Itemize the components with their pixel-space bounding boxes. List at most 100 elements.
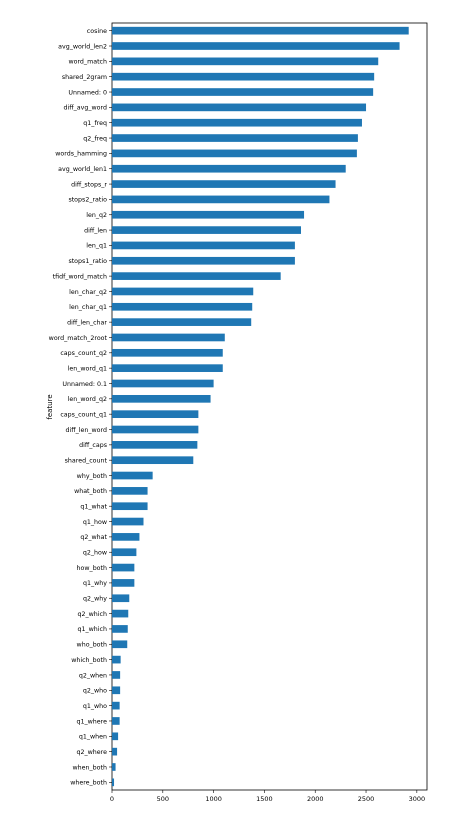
y-tick-label: Unnamed: 0 — [68, 89, 107, 96]
bar-len_q2 — [112, 210, 305, 219]
y-tick-label: what_both — [74, 488, 107, 495]
y-tick-label: len_char_q1 — [69, 304, 107, 311]
bar-when_both — [112, 763, 116, 771]
bar-what_both — [112, 487, 148, 495]
x-tick-label: 2000 — [307, 795, 324, 803]
bar-q2_who — [112, 686, 121, 695]
y-tick-label: which_both — [71, 657, 107, 664]
bar-caps_count_q2 — [112, 348, 223, 357]
y-tick-labels: cosine avg_world_len2 word_match shared_2gr… — [49, 28, 112, 787]
bar-q1_who — [112, 701, 120, 710]
bar-q2_freq — [112, 134, 358, 142]
bar-len_word_q1 — [112, 364, 223, 372]
bar-words_hamming — [112, 149, 357, 158]
bar-q1_freq — [112, 118, 362, 127]
y-tick-label: caps_count_q2 — [60, 350, 107, 357]
y-tick-label: stops2_ratio — [68, 197, 107, 204]
bar-q2_how — [112, 548, 137, 557]
y-tick-label: word_match — [68, 59, 107, 66]
y-tick-label: len_q1 — [86, 243, 107, 250]
bar-Unnamed: 0.1 — [112, 379, 214, 388]
bar-diff_len_char — [112, 318, 252, 326]
bar-diff_stops_r — [112, 180, 336, 188]
bar-q2_what — [112, 533, 140, 541]
bar-who_both — [112, 640, 128, 649]
bar-Unnamed: 0 — [112, 88, 374, 96]
y-tick-label: len_word_q1 — [68, 365, 107, 372]
y-tick-label: q2_how — [83, 550, 107, 557]
bar-how_both — [112, 563, 135, 572]
bar-q1_what — [112, 502, 148, 511]
y-tick-label: q2_why — [83, 596, 107, 603]
y-tick-label: who_both — [77, 642, 107, 649]
bar-word_match — [112, 57, 379, 66]
y-tick-label: when_both — [73, 764, 107, 771]
y-tick-label: len_word_q2 — [68, 396, 107, 403]
y-tick-label: q1_why — [83, 580, 107, 587]
bar-q2_where — [112, 747, 118, 756]
y-tick-label: q1_what — [80, 504, 107, 511]
bar-q2_which — [112, 609, 129, 618]
y-tick-label: stops1_ratio — [68, 258, 107, 265]
bar-q1_why — [112, 579, 135, 587]
y-tick-label: q2_what — [80, 534, 107, 541]
y-tick-label: q1_where — [77, 718, 108, 725]
y-tick-label: how_both — [77, 565, 107, 572]
y-tick-label: avg_world_len1 — [58, 166, 107, 173]
y-tick-label: caps_count_q1 — [60, 411, 107, 418]
bar-avg_world_len2 — [112, 42, 400, 50]
y-tick-label: diff_stops_r — [71, 181, 107, 188]
y-tick-label: q1_how — [83, 519, 107, 526]
bar-stops2_ratio — [112, 195, 330, 204]
bar-avg_world_len1 — [112, 164, 346, 173]
bar-diff_len_word — [112, 425, 199, 434]
bar-q2_when — [112, 671, 121, 679]
bar-stops1_ratio — [112, 256, 295, 265]
y-tick-label: word_match_2root — [49, 335, 108, 342]
bars-group — [112, 26, 409, 787]
y-tick-label: Unnamed: 0.1 — [62, 381, 107, 388]
x-tick-label: 1000 — [205, 795, 222, 803]
bar-where_both — [112, 778, 115, 787]
x-tick-label: 1500 — [256, 795, 273, 803]
y-tick-label: diff_avg_word — [64, 105, 107, 112]
y-tick-label: why_both — [77, 473, 107, 480]
y-tick-label: diff_len — [84, 227, 107, 234]
y-tick-label: diff_len_word — [66, 427, 107, 434]
bar-word_match_2root — [112, 333, 225, 342]
bar-shared_2gram — [112, 72, 375, 81]
bar-cosine — [112, 26, 409, 35]
bar-diff_len — [112, 226, 301, 234]
y-tick-label: q2_freq — [83, 135, 107, 142]
bar-shared_count — [112, 456, 194, 465]
x-tick-label: 2500 — [358, 795, 375, 803]
y-tick-label: shared_count — [65, 457, 108, 464]
bar-diff_caps — [112, 441, 198, 449]
bar-tfidf_word_match — [112, 272, 281, 280]
bar-len_char_q1 — [112, 302, 253, 311]
y-tick-label: where_both — [70, 780, 107, 787]
y-tick-label: diff_len_char — [67, 319, 107, 326]
y-tick-label: q2_where — [77, 749, 108, 756]
y-tick-label: q2_when — [79, 672, 107, 679]
y-tick-label: q2_who — [83, 688, 107, 695]
x-ticks: 0 500 1000 1500 2000 2500 3000 — [110, 790, 425, 803]
bar-len_word_q2 — [112, 394, 211, 403]
y-tick-label: words_hamming — [55, 151, 107, 158]
bar-q1_when — [112, 732, 119, 741]
bar-q1_where — [112, 717, 120, 725]
y-tick-label: q1_freq — [83, 120, 107, 127]
bar-diff_avg_word — [112, 103, 367, 112]
y-tick-label: cosine — [87, 28, 107, 35]
y-tick-label: q1_when — [79, 734, 107, 741]
y-tick-label: q2_which — [78, 611, 108, 618]
y-tick-label: diff_caps — [79, 442, 107, 449]
x-tick-label: 3000 — [409, 795, 426, 803]
y-tick-label: q1_who — [83, 703, 107, 710]
y-tick-label: shared_2gram — [62, 74, 107, 81]
bar-q2_why — [112, 594, 130, 603]
bar-caps_count_q1 — [112, 410, 199, 419]
y-axis-label: feature — [46, 394, 54, 419]
bar-why_both — [112, 471, 153, 480]
